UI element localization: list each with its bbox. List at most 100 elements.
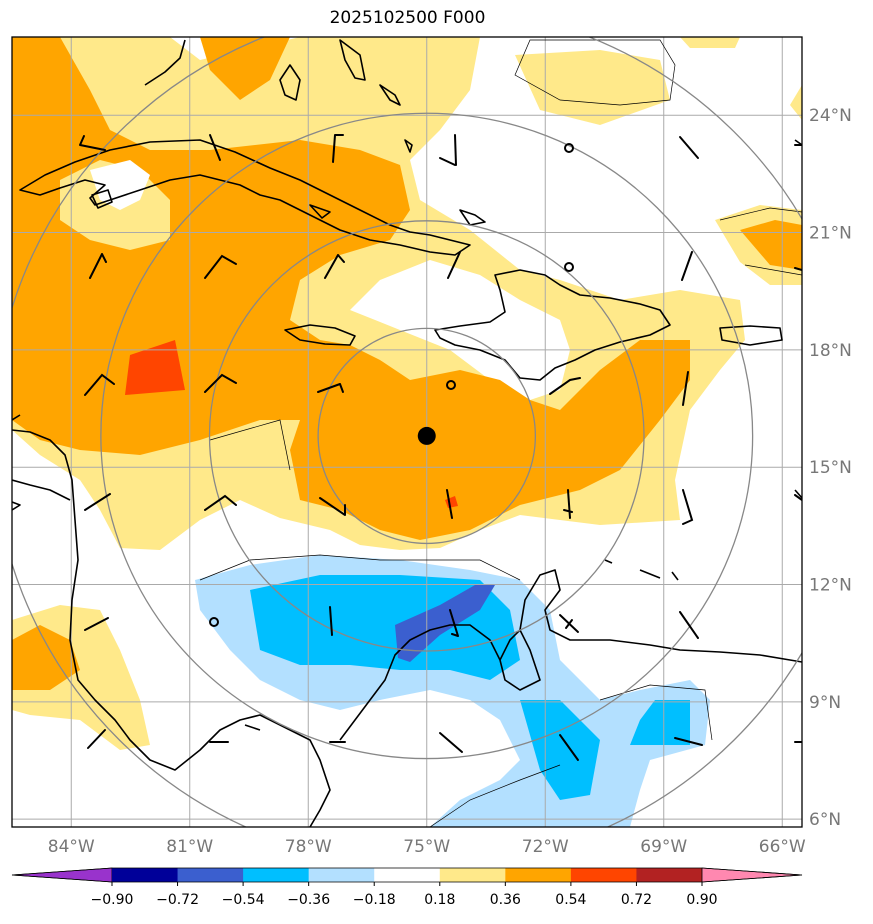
- border-e: [719, 207, 802, 221]
- storm-center-marker: [417, 426, 436, 445]
- field-dark-blue: [395, 585, 495, 662]
- coast-curacao: [639, 569, 661, 579]
- barb: [449, 609, 459, 637]
- field-red-west: [125, 340, 185, 395]
- barb: [794, 494, 802, 501]
- barb: [439, 732, 463, 753]
- colorbar-tick-label: −0.90: [91, 892, 134, 908]
- wind-barbs: [79, 134, 802, 761]
- barb: [317, 383, 344, 393]
- barb: [447, 251, 461, 279]
- barb: [204, 373, 237, 393]
- coast-bahamas-6: [309, 204, 331, 219]
- colorbar: −0.90 −0.72 −0.54 −0.36 −0.18 0.18 0.36 0.54 0.7…: [11, 867, 803, 908]
- coast-gulf-venezuela: [499, 629, 521, 661]
- coast-bahamas-4: [459, 209, 486, 226]
- barb: [204, 254, 237, 279]
- colorbar-segment: [636, 868, 703, 882]
- field-clear-west-inner: [90, 160, 150, 210]
- lon-tick-label: 78°W: [285, 837, 332, 857]
- range-ring: [100, 112, 754, 760]
- barb: [439, 134, 457, 166]
- lon-tick-label: 66°W: [759, 837, 806, 857]
- coast-bahamas-2: [339, 39, 366, 81]
- barb: [332, 134, 344, 163]
- colorbar-segment: [439, 868, 506, 882]
- barb: [79, 135, 106, 151]
- range-ring: [317, 327, 537, 545]
- colorbar-tick-label: 0.72: [621, 892, 652, 908]
- shaded-field: [12, 37, 802, 827]
- calm-circle: [446, 380, 456, 390]
- colorbar-segment: [505, 868, 572, 882]
- colorbar-tick-label: −0.72: [156, 892, 199, 908]
- lat-tick-label: 18°N: [809, 341, 852, 361]
- latitude-labels: 24°N 21°N 18°N 15°N 12°N 9°N 6°N: [809, 106, 852, 830]
- lat-tick-label: 9°N: [809, 693, 841, 713]
- map-title: 2025102500 F000: [329, 8, 486, 28]
- field-blue-se: [630, 700, 690, 745]
- longitude-labels: 84°W 81°W 78°W 75°W 72°W 69°W 66°W: [48, 837, 806, 857]
- barb: [84, 373, 115, 396]
- coast-jamaica: [284, 324, 356, 346]
- colorbar-tick-label: −0.54: [222, 892, 265, 908]
- colorbar-extend-high: [701, 867, 803, 883]
- colorbar-segment: [177, 868, 244, 882]
- coast-bahamas-5: [404, 139, 413, 153]
- colorbar-tick-label: 0.18: [424, 892, 455, 908]
- calm-circle: [564, 262, 574, 272]
- barb: [559, 734, 579, 761]
- barb: [324, 254, 345, 279]
- coast-bahamas-3: [379, 84, 401, 106]
- barb: [563, 489, 573, 519]
- barb: [674, 737, 703, 746]
- barb: [794, 267, 802, 271]
- barb: [209, 134, 221, 161]
- colorbar-segment: [112, 868, 179, 882]
- coastlines: [12, 39, 802, 827]
- lat-tick-label: 12°N: [809, 576, 852, 596]
- coast-west-isl: [12, 501, 21, 511]
- calm-circle: [209, 617, 219, 627]
- field-orange-sw: [12, 625, 80, 690]
- lon-tick-label: 84°W: [48, 837, 95, 857]
- colorbar-segment: [243, 868, 310, 882]
- barb: [329, 606, 333, 636]
- colorbar-tick-label: 0.36: [490, 892, 521, 908]
- coast-central-america: [12, 429, 331, 827]
- barb: [682, 489, 694, 525]
- coast-cuba: [19, 139, 471, 256]
- coast-south-america: [339, 569, 802, 741]
- barb: [89, 253, 107, 279]
- barb: [682, 371, 689, 406]
- barb: [559, 614, 579, 633]
- calm-markers: [209, 143, 574, 627]
- range-rings: [12, 37, 802, 827]
- coast-hispaniola: [434, 269, 671, 381]
- barb: [204, 494, 237, 511]
- coast-aruba: [604, 559, 613, 564]
- field-light-yellow-ne: [515, 50, 670, 125]
- coast-puerto-rico: [719, 325, 783, 346]
- lon-tick-label: 81°W: [166, 837, 213, 857]
- colorbar-extend-low: [11, 867, 113, 883]
- lat-tick-label: 21°N: [809, 224, 852, 244]
- border-turks: [514, 39, 676, 106]
- coast-honduras: [12, 479, 71, 501]
- field-light-yellow-ne2: [680, 37, 740, 48]
- lat-tick-label: 24°N: [809, 106, 852, 126]
- coast-panama-isl: [244, 724, 261, 731]
- barb: [84, 493, 111, 511]
- colorbar-segment: [570, 868, 637, 882]
- coast-isla-juventud: [91, 189, 113, 209]
- colorbar-tick-label: −0.36: [287, 892, 330, 908]
- lon-tick-label: 75°W: [403, 837, 450, 857]
- coast-bonaire: [671, 571, 679, 581]
- border-south: [429, 764, 561, 827]
- range-ring: [208, 220, 645, 652]
- map-frame: [11, 36, 803, 828]
- coast-bahamas-1: [279, 64, 301, 101]
- barb: [319, 497, 346, 516]
- barb: [679, 611, 699, 639]
